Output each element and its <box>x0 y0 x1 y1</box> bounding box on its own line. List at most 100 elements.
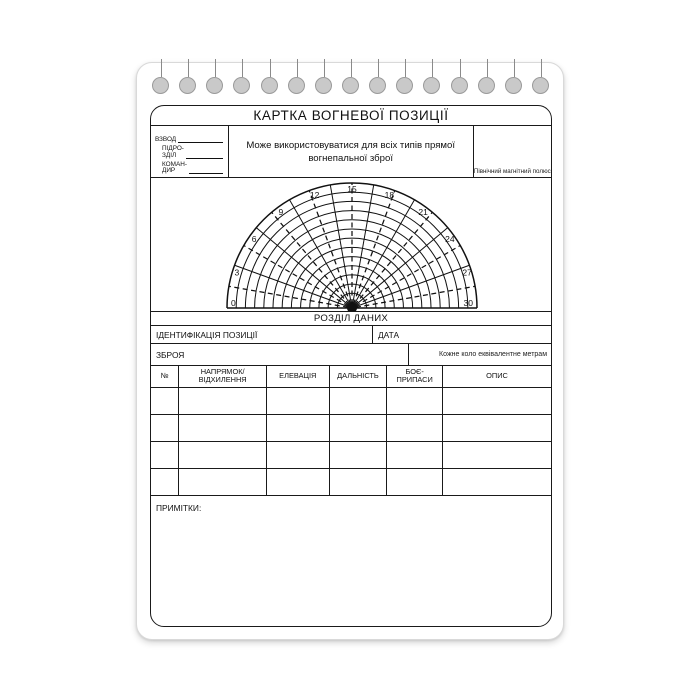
spiral-ring <box>314 77 332 94</box>
spiral-ring <box>477 77 495 94</box>
north-pole-label: Північний магнітний полюс <box>473 168 551 175</box>
spiral-ring <box>532 77 549 94</box>
circle-equivalent-field[interactable]: Кожне коло еквівалентне метрам <box>409 344 551 365</box>
table-cell[interactable] <box>386 413 444 442</box>
range-ring <box>281 237 423 309</box>
spiral-ring <box>396 77 414 94</box>
azimuth-tick-label: 18 <box>385 190 395 200</box>
field-subunit[interactable]: ПІДРО- ЗДІЛ <box>155 145 224 160</box>
azimuth-spoke-dashed <box>355 244 461 307</box>
table-body <box>151 386 551 495</box>
table-cell[interactable] <box>328 467 388 495</box>
table-cell[interactable] <box>265 440 330 469</box>
page-title: КАРТКА ВОГНЕВОЇ ПОЗИЦІЇ <box>151 106 551 126</box>
table-cell[interactable] <box>151 467 180 495</box>
table-column-header-label: ЕЛЕВАЦІЯ <box>279 371 317 381</box>
spiral-ring-stem <box>405 59 407 77</box>
spiral-ring <box>206 77 224 94</box>
table-column-header: ЕЛЕВАЦІЯ <box>265 366 330 388</box>
field-subunit-rule[interactable] <box>185 157 223 159</box>
spiral-binding <box>137 59 565 103</box>
table-cell[interactable] <box>386 386 444 415</box>
field-platoon-rule[interactable] <box>178 142 223 143</box>
spiral-ring <box>342 77 359 94</box>
spiral-ring <box>152 77 169 94</box>
table-row[interactable] <box>151 386 551 415</box>
table-cell[interactable] <box>442 413 551 442</box>
azimuth-tick-label: 30 <box>464 298 474 308</box>
range-ring <box>290 246 414 309</box>
table-cell[interactable] <box>265 467 330 495</box>
data-section-heading: РОЗДІЛ ДАНИХ <box>151 312 551 326</box>
azimuth-tick-label: 12 <box>310 190 320 200</box>
circle-equivalent-label: Кожне коло еквівалентне метрам <box>439 351 547 358</box>
azimuth-spoke <box>355 264 470 308</box>
spiral-ring-stem <box>296 59 298 77</box>
north-pole-box[interactable]: Північний магнітний полюс <box>474 126 551 177</box>
field-subunit-label: ПІДРО- ЗДІЛ <box>162 145 184 159</box>
table-cell[interactable] <box>386 440 444 469</box>
date-field[interactable]: ДАТА <box>373 326 551 343</box>
table-header-row: № НАПРЯМОК/ ВІДХИЛЕННЯ ЕЛЕВАЦІЯ ДАЛЬНІСТЬ БО… <box>151 366 551 388</box>
azimuth-tick-label: 3 <box>235 268 240 278</box>
spiral-ring-stem <box>323 59 325 77</box>
spiral-ring <box>260 77 278 94</box>
target-data-table: № НАПРЯМОК/ ВІДХИЛЕННЯ ЕЛЕВАЦІЯ ДАЛЬНІСТЬ БО… <box>151 366 551 495</box>
spiral-ring <box>233 77 251 94</box>
table-cell[interactable] <box>151 386 180 415</box>
range-ring <box>272 228 432 309</box>
azimuth-tick-label: 6 <box>252 234 257 244</box>
identification-row: ІДЕНТИФІКАЦІЯ ПОЗИЦІЇ ДАТА <box>151 326 551 344</box>
table-cell[interactable] <box>178 386 267 415</box>
table-cell[interactable] <box>178 413 267 442</box>
table-cell[interactable] <box>178 467 267 495</box>
polar-range-chart[interactable]: 0 3 6 9 12 15 18 21 24 27 30 <box>151 178 551 312</box>
table-column-header-label: ОПИС <box>486 371 508 381</box>
spiral-ring-stem <box>161 59 162 77</box>
weapon-field[interactable]: ЗБРОЯ <box>151 344 409 365</box>
table-cell[interactable] <box>151 440 180 469</box>
table-column-header: НАПРЯМОК/ ВІДХИЛЕННЯ <box>178 366 267 388</box>
spiral-ring-stem <box>459 59 461 77</box>
fire-position-card-form: КАРТКА ВОГНЕВОЇ ПОЗИЦІЇ ВЗВОД ПІДРО- ЗДІ… <box>150 105 552 627</box>
table-cell[interactable] <box>328 386 388 415</box>
azimuth-spoke-dashed <box>355 285 476 308</box>
table-cell[interactable] <box>265 386 330 415</box>
field-commander-rule[interactable] <box>188 173 223 174</box>
notes-label: ПРИМІТКИ: <box>156 503 202 513</box>
table-cell[interactable] <box>442 386 551 415</box>
table-cell[interactable] <box>328 413 388 442</box>
field-platoon[interactable]: ВЗВОД <box>155 129 224 144</box>
notes-field[interactable]: ПРИМІТКИ: <box>151 495 551 626</box>
table-cell[interactable] <box>178 440 267 469</box>
polar-chart-svg: 0 3 6 9 12 15 18 21 24 27 30 <box>226 182 478 311</box>
table-column-header-label: № <box>160 371 169 381</box>
table-row[interactable] <box>151 413 551 442</box>
table-column-header-label: БОЄ- ПРИПАСИ <box>396 367 433 385</box>
table-cell[interactable] <box>386 467 444 495</box>
field-platoon-label: ВЗВОД <box>155 136 177 144</box>
target-table: № НАПРЯМОК/ ВІДХИЛЕННЯ ЕЛЕВАЦІЯ ДАЛЬНІСТЬ БО… <box>151 366 551 495</box>
table-cell[interactable] <box>265 413 330 442</box>
unit-fields-group: ВЗВОД ПІДРО- ЗДІЛ КОМАН- ДИР <box>151 126 229 177</box>
spiral-ring <box>179 77 197 94</box>
field-commander-label: КОМАН- ДИР <box>162 160 187 175</box>
position-id-field[interactable]: ІДЕНТИФІКАЦІЯ ПОЗИЦІЇ <box>151 326 373 343</box>
table-cell[interactable] <box>442 440 551 469</box>
weapon-row: ЗБРОЯ Кожне коло еквівалентне метрам <box>151 344 551 366</box>
spiral-ring-stem <box>269 59 271 77</box>
spiral-ring-stem <box>188 59 190 77</box>
spiral-ring-stem <box>378 59 380 77</box>
table-column-header-label: ДАЛЬНІСТЬ <box>337 371 379 381</box>
spiral-ring-stem <box>215 59 217 77</box>
azimuth-tick-label: 9 <box>279 207 284 217</box>
table-cell[interactable] <box>328 440 388 469</box>
field-commander[interactable]: КОМАН- ДИР <box>155 160 224 175</box>
azimuth-tick-label: 27 <box>462 268 472 278</box>
table-row[interactable] <box>151 440 551 469</box>
table-cell[interactable] <box>442 467 551 495</box>
spiral-ring-stem <box>513 59 515 77</box>
table-column-header: БОЄ- ПРИПАСИ <box>386 366 444 388</box>
table-cell[interactable] <box>151 413 180 442</box>
table-row[interactable] <box>151 467 551 495</box>
